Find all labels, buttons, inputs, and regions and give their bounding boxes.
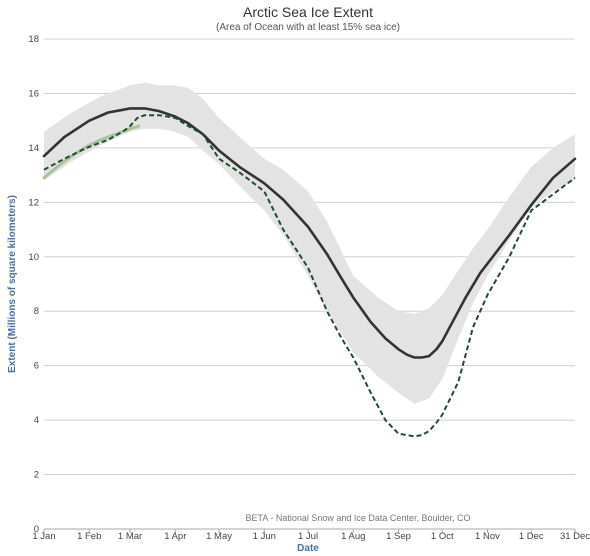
series-line	[43, 114, 576, 438]
y-axis-label: Extent (Millions of square kilometers)	[7, 195, 18, 373]
y-tick-label: 12	[28, 197, 39, 208]
x-tick-label: 1 Dec	[519, 531, 544, 542]
y-tick-label: 6	[34, 361, 39, 372]
x-tick-label: 1 Jun	[253, 531, 276, 542]
y-tick-label: 10	[28, 252, 39, 263]
x-tick-label: 31 Dec	[560, 531, 590, 542]
series-line	[42, 107, 577, 359]
x-tick-label: 1 Sep	[386, 531, 411, 542]
range-band	[44, 82, 575, 404]
x-tick-label: 1 Oct	[431, 531, 454, 542]
x-tick-label: 1 Feb	[77, 531, 101, 542]
y-tick-label: 0	[34, 524, 39, 535]
x-tick-label: 1 Jan	[32, 531, 55, 542]
x-axis-label: Date	[297, 543, 319, 554]
chart-subtitle: (Area of Ocean with at least 15% sea ice…	[216, 22, 400, 33]
x-tick-label: 1 Aug	[341, 531, 365, 542]
y-tick-label: 18	[28, 34, 39, 45]
y-tick-label: 4	[34, 415, 39, 426]
x-tick-label: 1 Mar	[118, 531, 142, 542]
plot-area	[42, 82, 577, 438]
y-tick-label: 16	[28, 88, 39, 99]
y-tick-label: 8	[34, 306, 39, 317]
x-tick-label: 1 May	[206, 531, 232, 542]
series-line	[42, 124, 141, 180]
x-tick-label: 1 Jul	[298, 531, 318, 542]
y-tick-label: 14	[28, 143, 39, 154]
x-tick-label: 1 Apr	[164, 531, 186, 542]
y-axis-ticks: 0 2 4 6 8 10 12 14 16 18	[28, 34, 39, 535]
x-axis-ticks: 1 Jan 1 Feb 1 Mar 1 Apr 1 May 1 Jun 1 Jul 1 Aug…	[32, 529, 590, 542]
credit-text: BETA - National Snow and Ice Data Center…	[246, 513, 471, 523]
x-tick-label: 1 Nov	[475, 531, 500, 542]
chart-title: Arctic Sea Ice Extent	[243, 4, 373, 20]
y-tick-label: 2	[34, 470, 39, 481]
